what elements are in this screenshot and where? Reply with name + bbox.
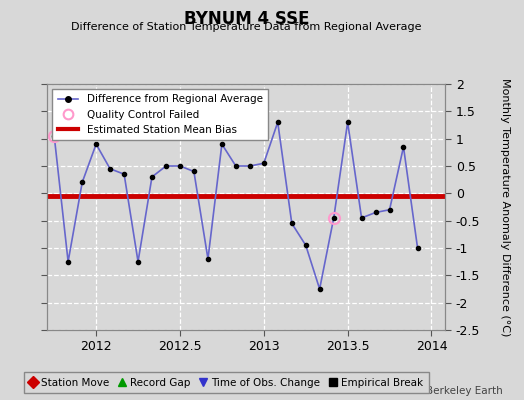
Text: BYNUM 4 SSE: BYNUM 4 SSE	[183, 10, 309, 28]
Legend: Station Move, Record Gap, Time of Obs. Change, Empirical Break: Station Move, Record Gap, Time of Obs. C…	[24, 372, 429, 393]
Legend: Difference from Regional Average, Quality Control Failed, Estimated Station Mean: Difference from Regional Average, Qualit…	[52, 89, 268, 140]
Text: Berkeley Earth: Berkeley Earth	[427, 386, 503, 396]
Y-axis label: Monthly Temperature Anomaly Difference (°C): Monthly Temperature Anomaly Difference (…	[500, 78, 510, 336]
Text: Difference of Station Temperature Data from Regional Average: Difference of Station Temperature Data f…	[71, 22, 421, 32]
